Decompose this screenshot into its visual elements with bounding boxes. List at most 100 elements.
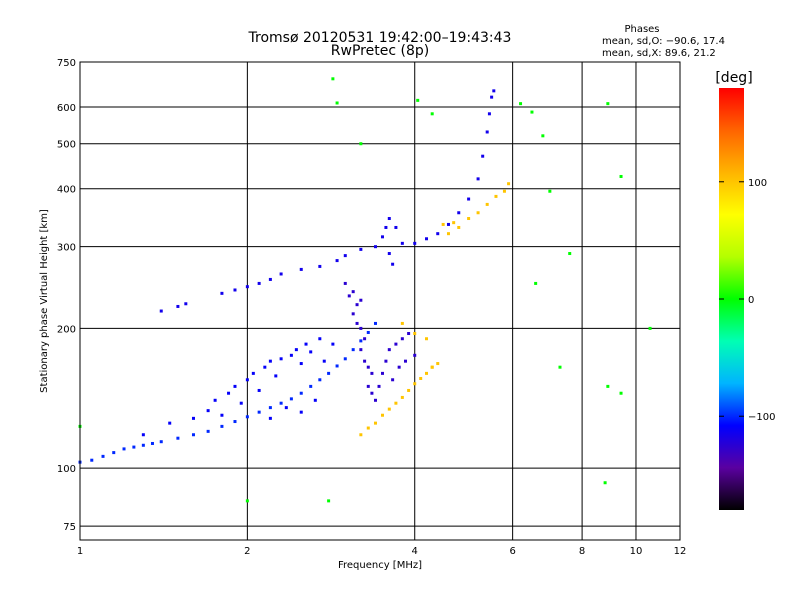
data-point <box>436 362 440 366</box>
data-point <box>397 365 401 369</box>
data-point <box>176 436 180 440</box>
data-point <box>359 339 363 343</box>
data-point <box>380 235 384 239</box>
data-point <box>268 359 272 363</box>
data-point <box>299 362 303 366</box>
phase-stats-heading: Phases <box>624 24 659 35</box>
data-point <box>343 281 347 285</box>
data-point <box>245 499 249 503</box>
data-point <box>377 384 381 388</box>
data-point <box>519 102 523 106</box>
grid-lines <box>79 61 681 540</box>
x-ticks: 1 2 4 6 8 10 12 <box>77 546 687 557</box>
data-point <box>380 413 384 417</box>
x-tick-label: 10 <box>630 546 643 557</box>
data-point <box>355 303 359 307</box>
data-point <box>363 337 367 341</box>
data-point <box>331 77 335 81</box>
data-point <box>268 416 272 420</box>
data-point <box>373 398 377 402</box>
colorbar-tick-label: −100 <box>748 412 775 423</box>
x-tick-label: 6 <box>509 546 515 557</box>
data-point <box>366 426 370 430</box>
data-point <box>245 378 249 382</box>
data-point <box>141 443 145 447</box>
data-point <box>384 225 388 229</box>
data-point <box>318 264 322 268</box>
data-point <box>335 259 339 263</box>
data-point <box>457 225 461 229</box>
data-point <box>603 481 607 485</box>
data-point <box>279 401 283 405</box>
data-point <box>400 321 404 325</box>
data-point <box>446 222 450 226</box>
data-point <box>351 348 355 352</box>
x-tick-label: 12 <box>674 546 687 557</box>
data-point <box>619 391 623 395</box>
data-point <box>313 398 317 402</box>
data-point <box>268 277 272 281</box>
data-point <box>343 254 347 258</box>
data-point <box>490 95 494 99</box>
data-point <box>387 252 391 256</box>
data-point <box>492 89 496 93</box>
y-tick-label: 300 <box>57 243 76 254</box>
data-point <box>476 177 480 181</box>
data-point <box>487 112 491 116</box>
y-tick-label: 100 <box>57 464 76 475</box>
data-point <box>387 348 391 352</box>
data-point <box>436 232 440 236</box>
data-point <box>141 433 145 437</box>
data-point <box>606 102 610 106</box>
data-point <box>366 330 370 334</box>
data-point <box>327 499 331 503</box>
data-point <box>413 241 417 245</box>
data-point <box>289 353 293 357</box>
data-point <box>279 272 283 276</box>
data-point <box>257 410 261 414</box>
data-point <box>507 182 511 186</box>
data-point <box>394 225 398 229</box>
data-point <box>413 382 417 386</box>
data-point <box>534 281 538 285</box>
data-point <box>430 112 434 116</box>
colorbar-tick-label: 0 <box>748 295 754 306</box>
data-point <box>441 222 445 226</box>
data-point <box>239 401 243 405</box>
data-point <box>413 353 417 357</box>
data-point <box>394 401 398 405</box>
data-point <box>245 285 249 289</box>
data-point <box>299 267 303 271</box>
data-point <box>168 421 172 425</box>
data-point <box>213 398 217 402</box>
data-point <box>359 348 363 352</box>
data-point <box>359 247 363 251</box>
data-point <box>227 391 231 395</box>
data-point <box>347 294 351 298</box>
x-tick-label: 4 <box>412 546 418 557</box>
data-point <box>176 304 180 308</box>
data-point <box>359 298 363 302</box>
plot-frame <box>79 61 681 541</box>
colorbar-ticks: 100 0 −100 <box>719 178 775 423</box>
data-point <box>132 445 136 449</box>
y-tick-label: 200 <box>57 324 76 335</box>
data-point <box>159 309 163 313</box>
data-point <box>327 371 331 375</box>
data-point <box>541 134 545 138</box>
data-point <box>425 237 429 241</box>
y-axis-label: Stationary phase Virtual Height [km] <box>39 209 50 393</box>
x-tick-label: 8 <box>579 546 585 557</box>
data-point <box>351 312 355 316</box>
y-tick-label: 500 <box>57 140 76 151</box>
data-point <box>446 232 450 236</box>
data-point <box>363 359 367 363</box>
x-axis-label: Frequency [MHz] <box>338 560 422 571</box>
data-point <box>485 130 489 134</box>
data-point <box>335 364 339 368</box>
data-point <box>274 374 278 378</box>
data-point <box>159 440 163 444</box>
data-point <box>294 348 298 352</box>
data-point <box>430 365 434 369</box>
data-point <box>206 409 210 413</box>
